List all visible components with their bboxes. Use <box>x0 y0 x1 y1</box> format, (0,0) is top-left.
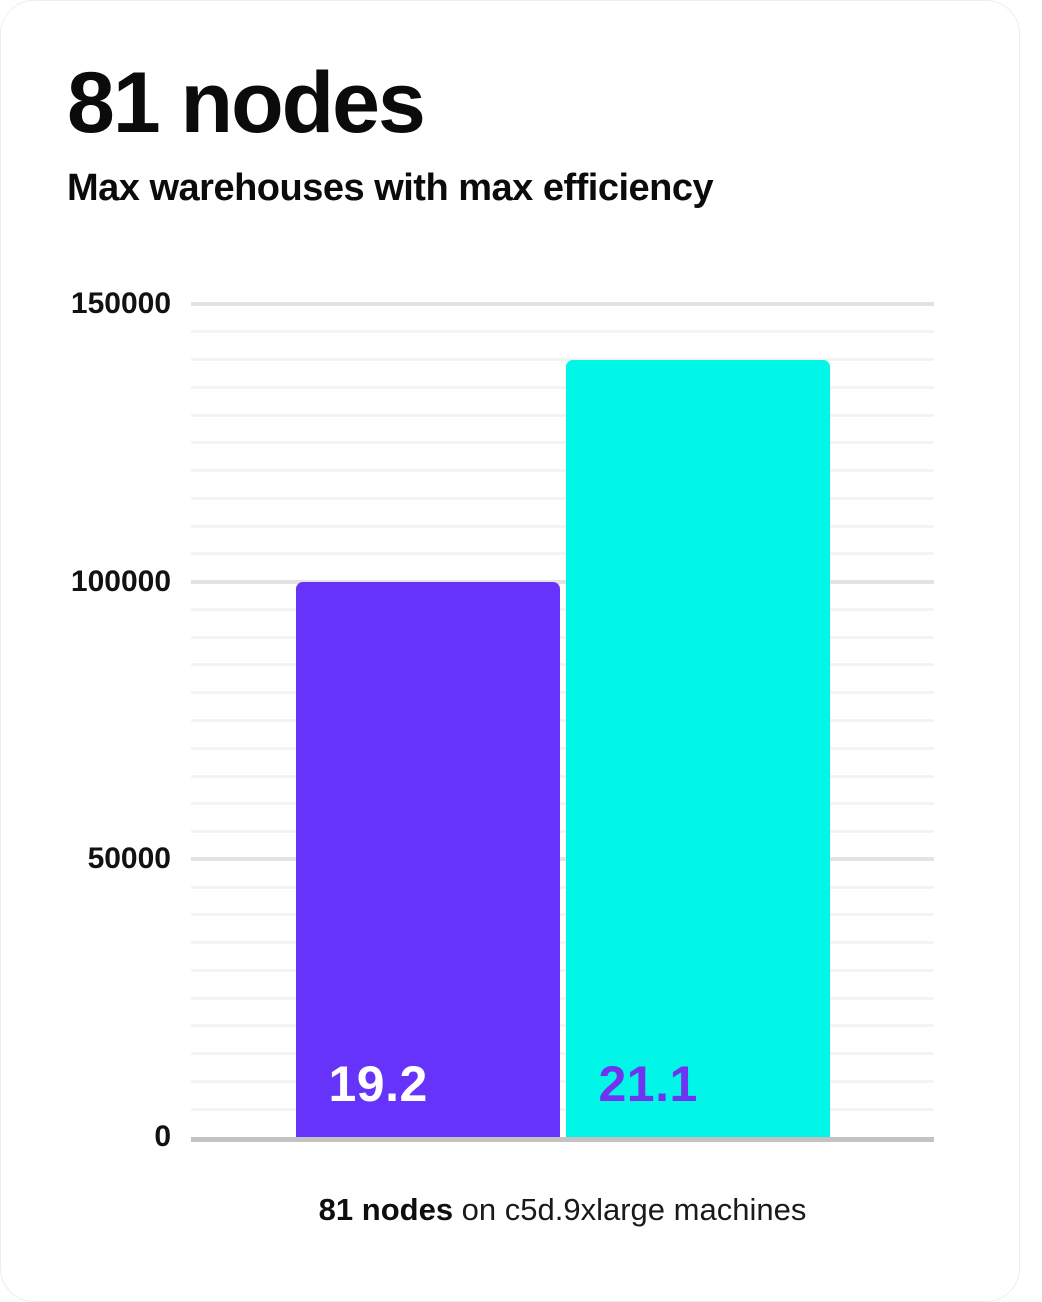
gridline-minor <box>191 746 934 750</box>
y-axis-tick-label: 100000 <box>70 564 171 598</box>
gridline-major <box>191 302 934 306</box>
gridline-minor <box>191 663 934 667</box>
gridline-minor <box>191 1107 934 1111</box>
page-title: 81 nodes <box>67 55 426 151</box>
chart-card: 81 nodes Max warehouses with max efficie… <box>0 0 1020 1302</box>
gridline-minor <box>191 469 934 473</box>
gridline-minor <box>191 913 934 917</box>
gridline-minor <box>191 635 934 639</box>
bar-value-label: 19.2 <box>328 1055 428 1112</box>
y-axis-tick-label: 50000 <box>87 842 171 876</box>
gridline-minor <box>191 830 934 834</box>
gridline-minor <box>191 1079 934 1083</box>
gridline-minor <box>191 802 934 806</box>
gridline-minor <box>191 885 934 889</box>
gridline-minor <box>191 496 934 500</box>
y-axis-tick-label: 0 <box>154 1120 171 1153</box>
caption-machine-type: on c5d.9xlarge machines <box>453 1192 807 1227</box>
bar-19-2: 19.2 <box>295 581 560 1137</box>
gridline-minor <box>191 385 934 389</box>
x-axis-line <box>191 1137 934 1142</box>
gridline-minor <box>191 1024 934 1028</box>
gridline-minor <box>191 941 934 945</box>
chart-subtitle: Max warehouses with max efficiency <box>67 167 714 209</box>
y-axis-tick-label: 150000 <box>70 287 171 320</box>
gridline-minor <box>191 552 934 556</box>
gridline-minor <box>191 524 934 528</box>
gridline-minor <box>191 774 934 778</box>
bar-21-1: 21.1 <box>565 359 830 1137</box>
gridline-minor <box>191 968 934 972</box>
gridline-minor <box>191 719 934 722</box>
gridline-minor <box>191 330 934 334</box>
gridline-minor <box>191 441 934 445</box>
gridline-minor <box>191 413 934 417</box>
gridline-minor <box>191 691 934 695</box>
chart-caption: 81 nodes on c5d.9xlarge machines <box>191 1189 934 1231</box>
bar-value-label: 21.1 <box>598 1055 698 1112</box>
gridline-minor <box>191 358 934 362</box>
gridline-minor <box>191 1052 934 1056</box>
gridline-major <box>191 579 934 584</box>
gridline-minor <box>191 607 934 611</box>
gridline-major <box>191 857 934 862</box>
gridline-minor <box>191 996 934 1000</box>
caption-nodes-count: 81 nodes <box>318 1192 454 1227</box>
